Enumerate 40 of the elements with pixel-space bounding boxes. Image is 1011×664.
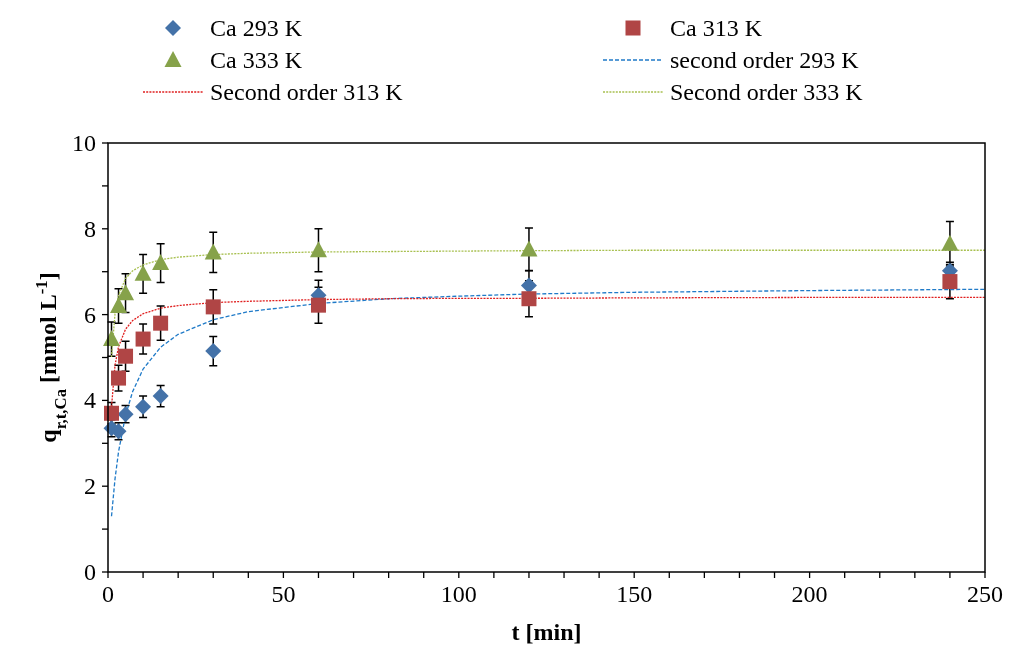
point (205, 343, 222, 360)
point (152, 388, 169, 405)
point (153, 315, 169, 331)
legend-label: Ca 333 K (210, 47, 303, 73)
point (520, 277, 537, 294)
legend-label: Second order 333 K (670, 79, 864, 105)
y-tick-label: 4 (84, 387, 96, 414)
point (942, 274, 958, 290)
legend-label: Second order 313 K (210, 79, 404, 105)
line-series (110, 288, 986, 517)
x-tick-label: 50 (271, 581, 296, 607)
point (204, 243, 222, 260)
legend-label: second order 293 K (670, 47, 860, 73)
x-tick-label: 250 (967, 581, 1003, 607)
point (310, 297, 326, 313)
point (135, 331, 151, 347)
point (111, 370, 127, 386)
point (309, 241, 327, 258)
point (520, 240, 538, 257)
x-tick-label: 100 (440, 581, 477, 607)
point (941, 234, 959, 251)
point (110, 297, 128, 314)
point (117, 284, 135, 301)
point (135, 398, 152, 415)
point (521, 291, 537, 307)
point (134, 264, 152, 281)
point (118, 348, 134, 364)
x-tick-label: 200 (791, 581, 828, 607)
y-tick-label: 10 (72, 130, 96, 156)
x-tick-label: 150 (616, 581, 653, 607)
point (152, 254, 170, 271)
y-tick-label: 0 (84, 559, 96, 585)
legend-label: Ca 313 K (670, 15, 763, 41)
y-tick-label: 8 (84, 215, 96, 242)
y-tick-label: 6 (84, 301, 96, 328)
point (205, 299, 221, 315)
x-tick-label: 0 (102, 581, 114, 607)
x-axis-title: t [min] (511, 619, 582, 645)
legend-label: Ca 293 K (210, 15, 303, 41)
y-tick-label: 2 (84, 473, 96, 500)
